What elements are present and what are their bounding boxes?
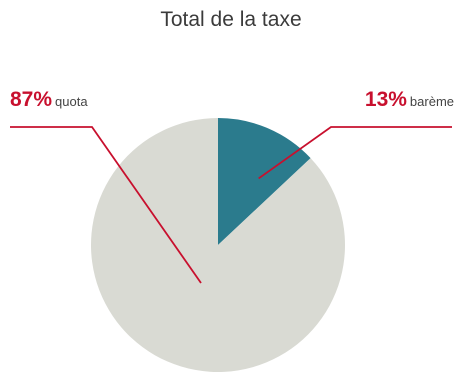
pie-slice-bareme xyxy=(218,118,311,245)
leader-line-bareme xyxy=(258,126,452,180)
pie-slice-quota xyxy=(91,118,345,372)
value-label-bareme: 13% xyxy=(364,88,407,111)
callout-bareme: 13% barème xyxy=(365,88,454,112)
category-label-quota: quota xyxy=(55,94,88,109)
value-label-quota: 87% xyxy=(10,88,53,111)
chart-title: Total de la taxe xyxy=(160,8,302,31)
leader-line-quota xyxy=(10,126,202,284)
callout-quota: 87% quota xyxy=(10,88,88,112)
category-label-bareme: barème xyxy=(409,94,454,109)
